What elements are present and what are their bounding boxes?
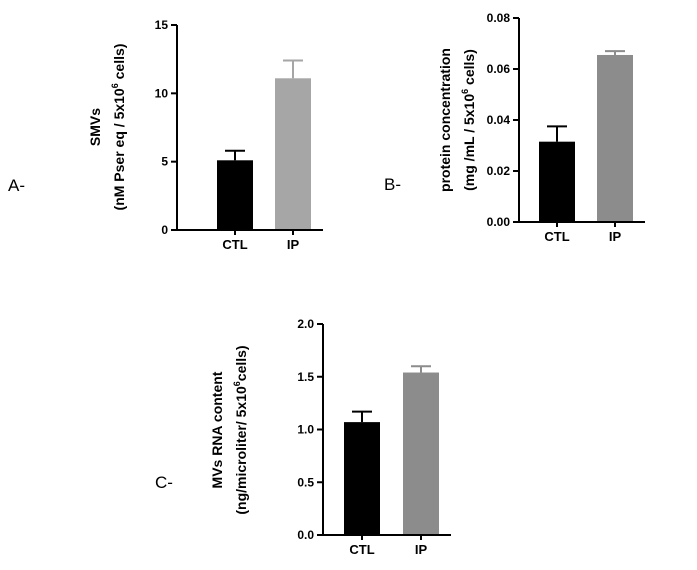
panel-c: C- CTL IP 0.0 0.5 1.0 1.5 2.0 MVs RNA content (ng… [155,317,451,557]
y-axis-label-line1: protein concentration [437,48,453,192]
y-tick-label: 10 [155,86,169,100]
y-tick-label: 0.00 [487,215,511,229]
y-tick-label: 0 [161,223,168,237]
error-bar-ip [605,50,625,55]
y-tick-label: 0.0 [297,528,314,542]
bar-ctl [344,422,380,535]
error-bar-ip [283,59,303,79]
bar-ip [403,372,439,535]
bar-ip [597,54,633,222]
y-tick-label: 0.04 [487,113,511,127]
y-tick-label: 1.5 [297,370,314,384]
y-tick-label: 0.06 [487,62,511,76]
y-axis-label-pre: (ng/microliter/ 5x10 [233,386,249,515]
panel-letter: C- [155,473,173,492]
y-axis-label-line1: SMVs [87,108,103,146]
y-axis-label-line2: (ng/microliter/ 5x106cells) [232,345,249,514]
error-bar-ip [411,365,431,373]
y-axis-label-post: cells) [111,44,127,84]
y-tick-label: 5 [161,155,168,169]
error-bar-ctl [547,125,567,142]
x-tick-label-ctl: CTL [349,542,374,557]
x-tick-label-ctl: CTL [222,237,247,252]
x-tick-label-ctl: CTL [544,229,569,244]
y-tick-label: 1.0 [297,423,314,437]
y-tick-label: 2.0 [297,317,314,331]
y-axis-label-pre: (nM Pser eq / 5x10 [111,88,127,210]
y-axis-label-superscript: 6 [232,381,242,386]
y-axis-label-pre: (mg /mL / 5x10 [461,94,477,191]
error-bar-ctl [352,410,372,423]
y-axis-label-line2: (mg /mL / 5x106 cells) [460,49,477,191]
y-tick-label: 15 [155,18,169,32]
y-tick-label: 0.5 [297,475,314,489]
bar-ctl [217,160,253,230]
x-tick-label-ip: IP [415,542,428,557]
panel-letter: B- [384,175,401,194]
bar-ctl [539,141,575,222]
y-tick-label: 0.02 [487,164,511,178]
y-axis-label-superscript: 6 [460,89,470,94]
y-axis-label-superscript: 6 [110,83,120,88]
y-axis-label-post: cells) [233,345,249,381]
y-tick-label: 0.08 [487,11,511,25]
x-tick-label-ip: IP [287,237,300,252]
panel-a: A- CTL IP 0 5 10 15 SMVs (nM Pser eq / 5x106 cel… [8,18,323,252]
y-axis-label-line1: MVs RNA content [209,371,225,488]
error-bar-ctl [225,149,245,161]
bar-ip [275,78,311,230]
panel-b: B- CTL IP 0.00 0.02 0.04 0.06 0.08 protein conce… [384,11,645,244]
x-tick-label-ip: IP [609,229,622,244]
panel-letter: A- [8,176,25,195]
y-axis-label-post: cells) [461,49,477,89]
y-axis-label-line2: (nM Pser eq / 5x106 cells) [110,44,127,211]
